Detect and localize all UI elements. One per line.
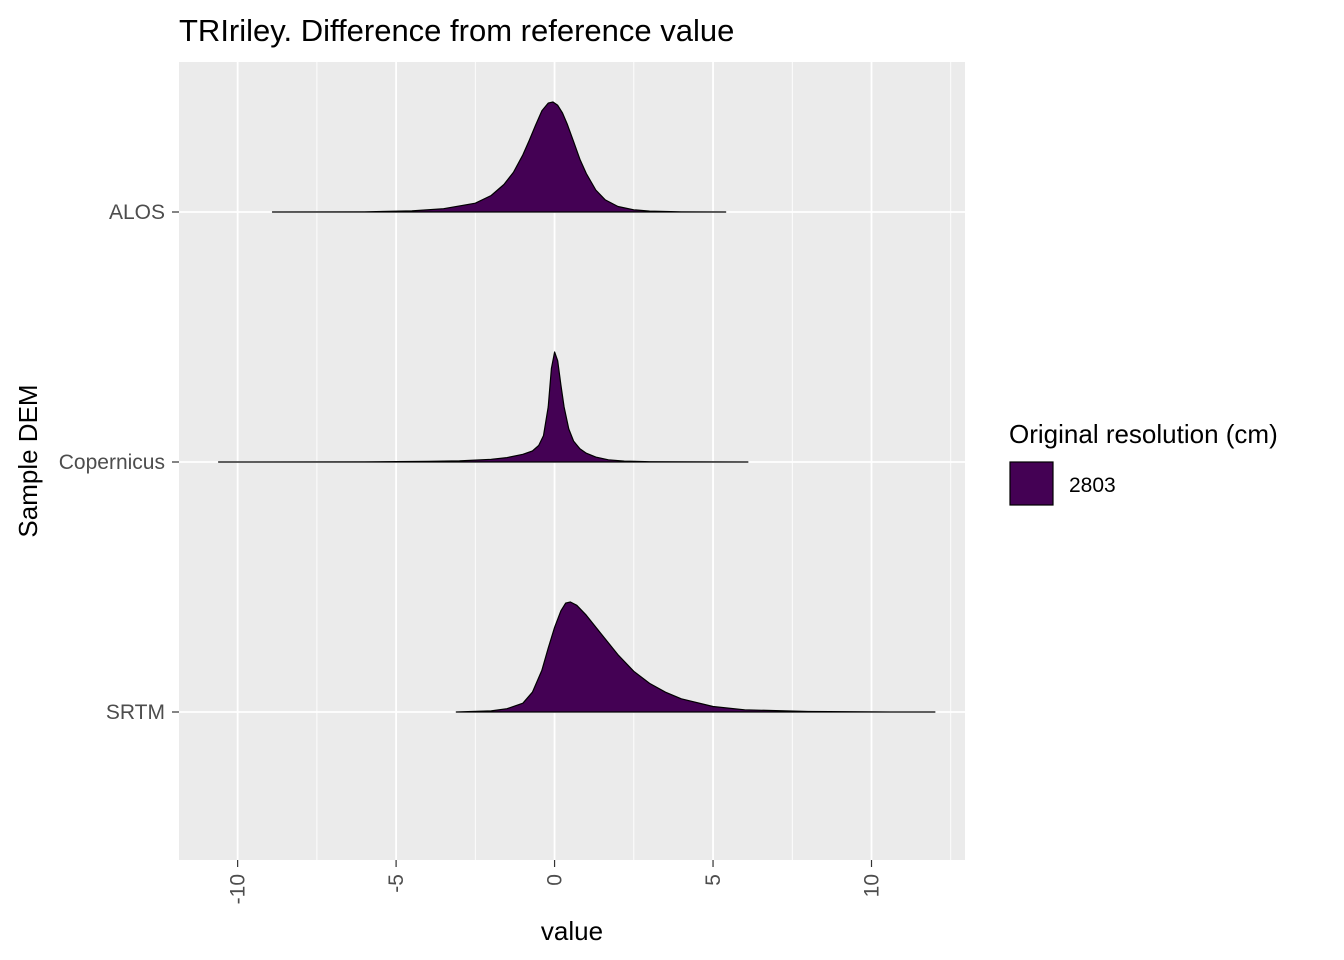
- x-tick-label: 5: [702, 874, 725, 886]
- x-tick-label: -5: [385, 874, 408, 893]
- y-tick-label-copernicus: Copernicus: [59, 451, 165, 474]
- density-ridge-srtm: [455, 601, 936, 713]
- chart-title: TRIriley. Difference from reference valu…: [179, 13, 734, 48]
- y-tick-label-alos: ALOS: [109, 201, 165, 224]
- legend: Original resolution (cm) 2803: [1009, 419, 1278, 506]
- y-axis-title: Sample DEM: [13, 384, 43, 537]
- x-axis-title: value: [541, 916, 603, 946]
- x-tick-label: -10: [227, 874, 250, 904]
- y-tick-label-srtm: SRTM: [106, 701, 165, 724]
- density-ridge-alos: [271, 101, 727, 213]
- legend-key-2803: [1009, 461, 1054, 506]
- density-ridges: [218, 101, 936, 713]
- legend-title: Original resolution (cm): [1009, 419, 1278, 449]
- y-axis: ALOS Copernicus SRTM: [59, 201, 179, 724]
- x-axis: -10 -5 0 5 10: [227, 860, 884, 904]
- legend-label-2803: 2803: [1069, 474, 1116, 497]
- density-ridge-copernicus: [218, 351, 749, 463]
- x-tick-label: 0: [544, 874, 567, 886]
- x-tick-label: 10: [861, 874, 884, 897]
